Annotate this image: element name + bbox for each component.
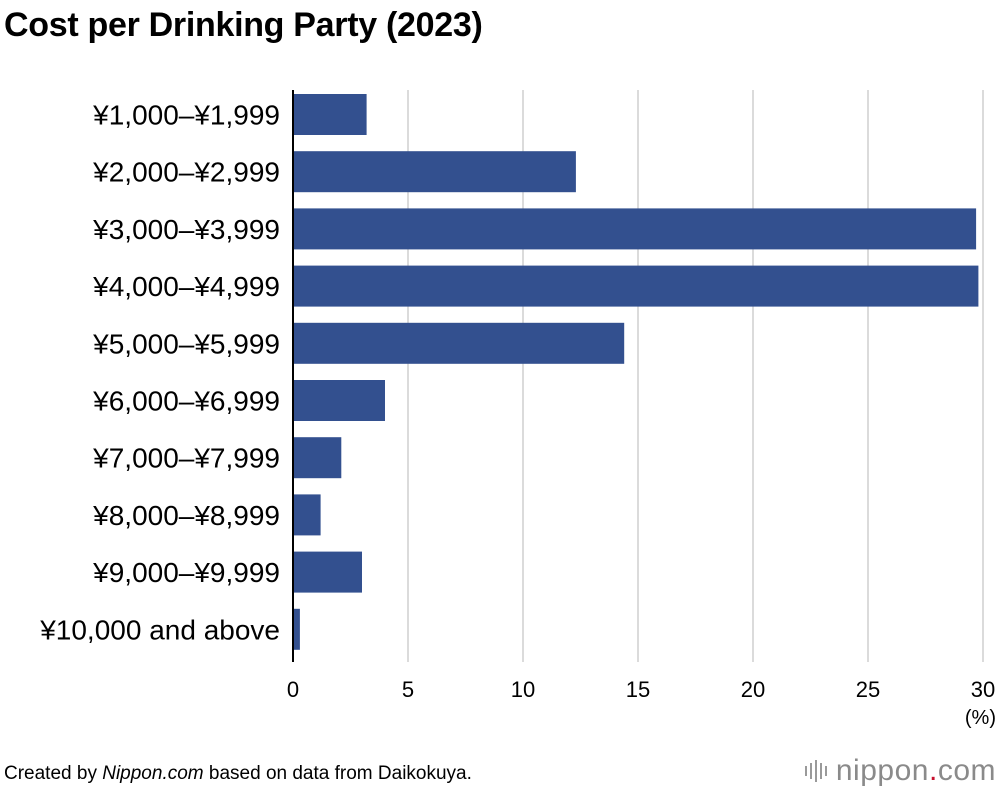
bar: [293, 151, 576, 193]
category-label: ¥4,000–¥4,999: [92, 271, 280, 302]
bar: [293, 551, 362, 593]
bar-chart: ¥1,000–¥1,999 ¥2,000–¥2,999 ¥3,000–¥3,999 ¥…: [39, 90, 996, 729]
logo-tld: com: [937, 754, 996, 787]
x-tick-label: 0: [287, 677, 299, 702]
x-tick-label: 20: [741, 677, 765, 702]
bar: [293, 208, 977, 250]
source-credit: Created by Nippon.com based on data from…: [4, 763, 472, 785]
category-label: ¥5,000–¥5,999: [92, 328, 280, 359]
category-label: ¥8,000–¥8,999: [92, 500, 280, 531]
category-label: ¥10,000 and above: [39, 614, 280, 645]
nippon-logo: nippon. com: [804, 754, 996, 788]
x-tick-label: 5: [402, 677, 414, 702]
credit-suffix: based on data from Daikokuya.: [203, 763, 472, 784]
category-label: ¥9,000–¥9,999: [92, 557, 280, 588]
category-label: ¥7,000–¥7,999: [92, 443, 280, 474]
bar: [293, 94, 367, 135]
category-label: ¥6,000–¥6,999: [92, 386, 280, 417]
category-label: ¥1,000–¥1,999: [92, 100, 280, 131]
category-label: ¥3,000–¥3,999: [92, 214, 280, 245]
logo-mark-icon: [804, 760, 830, 782]
credit-prefix: Created by: [4, 763, 103, 784]
bars: [293, 94, 979, 650]
chart-title: Cost per Drinking Party (2023): [4, 6, 483, 44]
credit-site: Nippon.com: [102, 763, 204, 784]
bar: [293, 437, 342, 479]
x-tick-label: 30: [971, 677, 995, 702]
category-labels: ¥1,000–¥1,999 ¥2,000–¥2,999 ¥3,000–¥3,999 ¥…: [39, 100, 280, 646]
logo-name: nippon: [835, 754, 929, 787]
bar: [293, 265, 979, 307]
category-label: ¥2,000–¥2,999: [92, 157, 280, 188]
x-tick-label: 25: [856, 677, 880, 702]
x-tick-label: 15: [626, 677, 650, 702]
x-axis-unit-label: (%): [965, 707, 996, 729]
x-tick-labels: 0 5 10 15 20 25 30: [287, 677, 995, 702]
bar: [293, 380, 385, 421]
logo-dot: .: [928, 754, 938, 787]
bar: [293, 608, 300, 650]
x-tick-label: 10: [511, 677, 535, 702]
bar: [293, 494, 321, 536]
bar: [293, 322, 625, 364]
